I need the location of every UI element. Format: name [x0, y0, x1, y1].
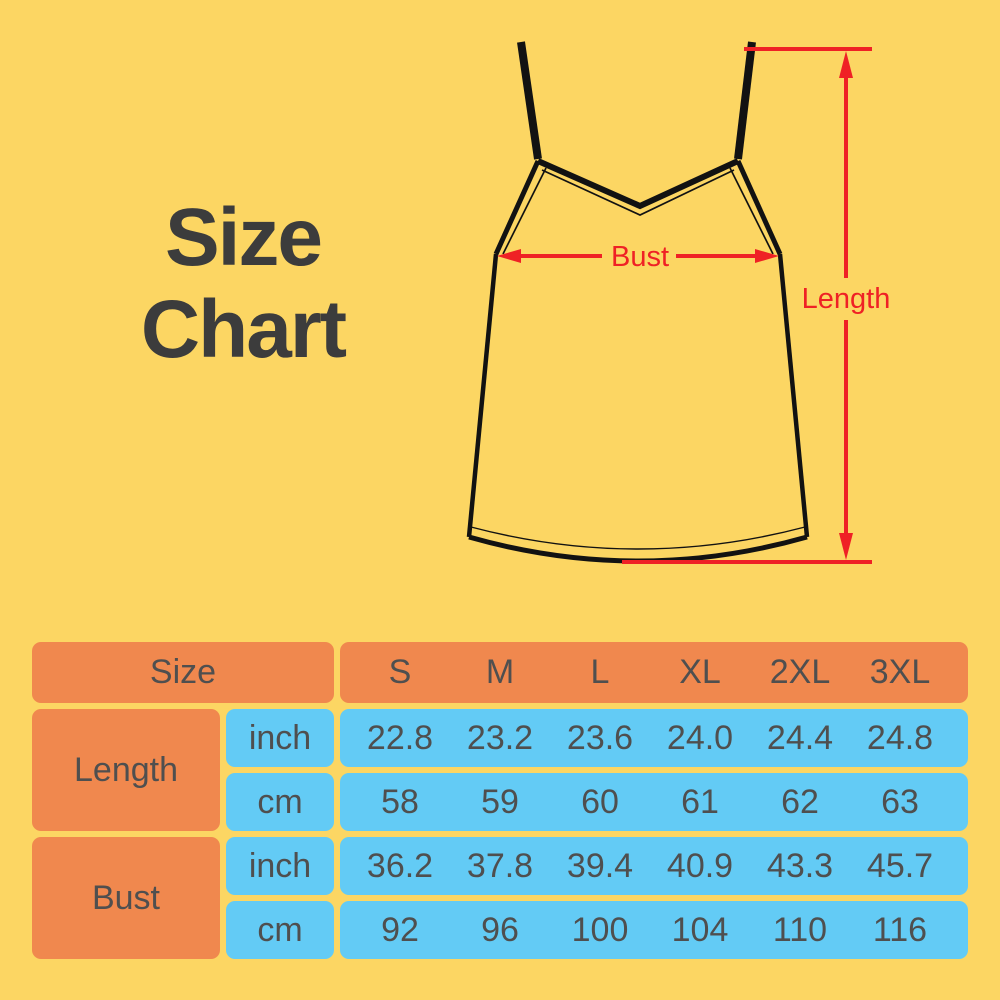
value-cell: 23.6 — [566, 718, 634, 757]
garment-diagram: Bust Length — [466, 41, 891, 564]
value-cell: 96 — [481, 910, 519, 949]
neckline-outer — [536, 158, 740, 210]
arrowhead-left-icon — [497, 249, 521, 263]
armhole-right-stitch — [729, 167, 774, 255]
value-cell: 104 — [671, 910, 729, 949]
strap-right — [734, 41, 756, 160]
value-cell: 24.8 — [866, 718, 934, 757]
value-cell: 23.2 — [466, 718, 534, 757]
value-cell: 92 — [381, 910, 419, 949]
length-inch-unit-cell: inch — [226, 709, 334, 767]
arrowhead-down-icon — [839, 533, 853, 560]
neckline-inner-stitch — [541, 169, 735, 216]
page-title: Size Chart — [55, 192, 431, 376]
value-cell: 60 — [581, 782, 619, 821]
size-col-2xl: 2XL — [769, 653, 831, 691]
side-seam-right — [777, 253, 810, 538]
strap-left — [517, 41, 542, 160]
armhole-left-stitch — [502, 167, 547, 255]
size-header-cell: Size — [32, 642, 334, 703]
value-cell: 40.9 — [666, 846, 734, 885]
length-row-label-cell: Length — [32, 709, 220, 831]
camisole-outline — [466, 41, 810, 564]
page-title-line1: Size — [164, 192, 323, 283]
value-cell: 58 — [381, 782, 419, 821]
value-cell: 63 — [881, 782, 919, 821]
length-cm-unit-cell: cm — [226, 773, 334, 831]
value-cell: 116 — [872, 910, 928, 949]
size-col-m: M — [485, 653, 515, 691]
side-seam-left — [466, 253, 499, 538]
length-measure-label: Length — [802, 283, 891, 315]
size-col-l: L — [590, 653, 610, 691]
size-col-s: S — [388, 653, 412, 691]
size-col-xl: XL — [679, 653, 721, 691]
page-title-line2: Chart — [140, 284, 347, 375]
armhole-right-outer — [735, 159, 783, 256]
value-cell: 59 — [481, 782, 519, 821]
bust-cm-unit-cell: cm — [226, 901, 334, 959]
size-col-3xl: 3XL — [869, 653, 931, 691]
value-cell: 37.8 — [466, 846, 534, 885]
bust-measure-label: Bust — [611, 241, 669, 273]
value-cell: 100 — [571, 910, 629, 949]
value-cell: 36.2 — [366, 846, 434, 885]
value-cell: 45.7 — [866, 846, 934, 885]
bust-row-label-cell: Bust — [32, 837, 220, 959]
value-cell: 24.4 — [766, 718, 834, 757]
value-cell: 22.8 — [366, 718, 434, 757]
bust-cm-values-cell: 92 96 100 104 110 116 — [340, 901, 968, 959]
value-cell: 110 — [772, 910, 828, 949]
measurement-arrowheads — [497, 51, 853, 560]
bust-inch-values-cell: 36.2 37.8 39.4 40.9 43.3 45.7 — [340, 837, 968, 895]
length-cm-values-cell: 58 59 60 61 62 63 — [340, 773, 968, 831]
value-cell: 61 — [681, 782, 719, 821]
size-table: Size S M L XL 2XL 3XL Length inch 22.8 2… — [32, 642, 968, 959]
arrowhead-up-icon — [839, 51, 853, 78]
sizes-header-cell: S M L XL 2XL 3XL — [340, 642, 968, 703]
armhole-left-outer — [493, 159, 541, 256]
bust-inch-unit-cell: inch — [226, 837, 334, 895]
hem-stitch — [470, 526, 806, 550]
value-cell: 62 — [781, 782, 819, 821]
value-cell: 24.0 — [666, 718, 734, 757]
arrowhead-right-icon — [755, 249, 779, 263]
value-cell: 43.3 — [766, 846, 834, 885]
length-inch-values-cell: 22.8 23.2 23.6 24.0 24.4 24.8 — [340, 709, 968, 767]
value-cell: 39.4 — [566, 846, 634, 885]
measurement-lines — [518, 47, 872, 564]
